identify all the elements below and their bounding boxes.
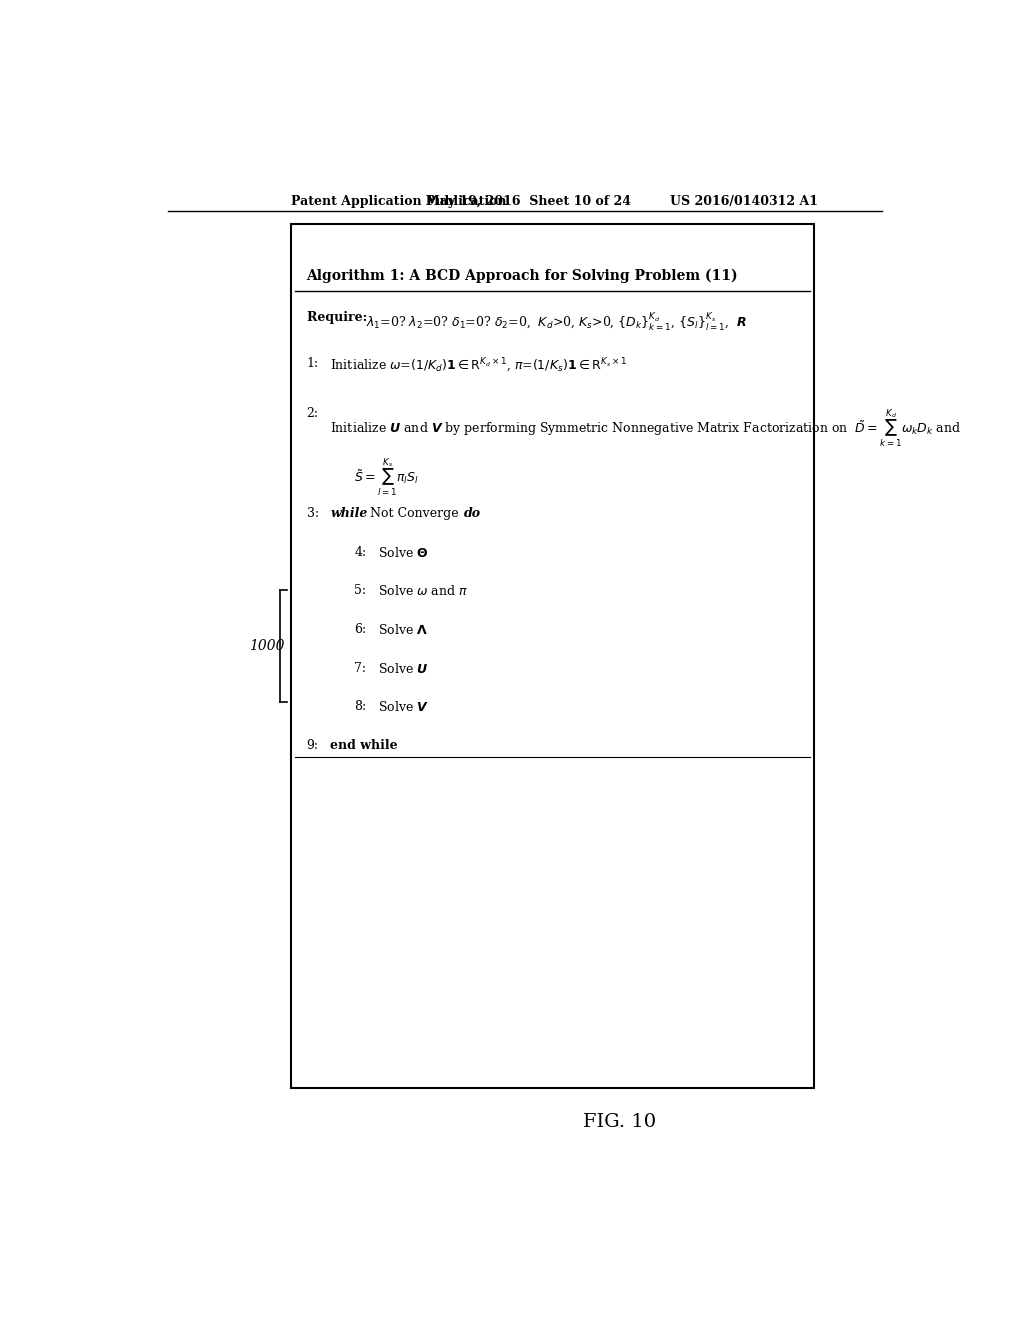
Text: 2:: 2:: [306, 408, 318, 420]
Text: 8:: 8:: [354, 700, 367, 713]
Bar: [291, 224, 814, 1089]
Text: US 2016/0140312 A1: US 2016/0140312 A1: [671, 194, 818, 207]
Text: 5:: 5:: [354, 585, 367, 597]
Text: $\tilde{S}=\sum_{l=1}^{K_s}\pi_l S_l$: $\tilde{S}=\sum_{l=1}^{K_s}\pi_l S_l$: [354, 457, 419, 498]
Text: $\lambda_1$=0? $\lambda_2$=0? $\delta_1$=0? $\delta_2$=0,  $K_d$>0, $K_s$>0, $\{: $\lambda_1$=0? $\lambda_2$=0? $\delta_1$…: [367, 312, 748, 333]
Text: 3:: 3:: [306, 507, 318, 520]
Text: Solve $\boldsymbol{\Theta}$: Solve $\boldsymbol{\Theta}$: [378, 545, 428, 560]
Text: Algorithm 1: A BCD Approach for Solving Problem (11): Algorithm 1: A BCD Approach for Solving …: [306, 268, 738, 282]
Text: May 19, 2016  Sheet 10 of 24: May 19, 2016 Sheet 10 of 24: [426, 194, 631, 207]
Text: Solve $\boldsymbol{V}$: Solve $\boldsymbol{V}$: [378, 700, 429, 714]
Text: Not Converge: Not Converge: [370, 507, 459, 520]
Text: end while: end while: [331, 739, 398, 752]
Text: Solve $\boldsymbol{\Lambda}$: Solve $\boldsymbol{\Lambda}$: [378, 623, 428, 636]
Text: Solve $\boldsymbol{U}$: Solve $\boldsymbol{U}$: [378, 661, 428, 676]
Text: 7:: 7:: [354, 661, 367, 675]
Text: 4:: 4:: [354, 545, 367, 558]
Text: 1000: 1000: [249, 639, 285, 653]
Text: FIG. 10: FIG. 10: [584, 1113, 656, 1131]
Text: Require:: Require:: [306, 312, 371, 323]
Text: Solve $\omega$ and $\pi$: Solve $\omega$ and $\pi$: [378, 585, 468, 598]
Text: 9:: 9:: [306, 739, 318, 752]
Text: while: while: [331, 507, 368, 520]
Text: 1:: 1:: [306, 356, 318, 370]
Text: do: do: [464, 507, 481, 520]
Text: Initialize $\omega$=$(1/K_d)\mathbf{1}\in\mathrm{R}^{K_d\times1}$, $\pi$=$(1/K_s: Initialize $\omega$=$(1/K_d)\mathbf{1}\i…: [331, 356, 628, 375]
Text: 6:: 6:: [354, 623, 367, 636]
Text: Patent Application Publication: Patent Application Publication: [291, 194, 506, 207]
Text: Initialize $\boldsymbol{U}$ and $\boldsymbol{V}$ by performing Symmetric Nonnega: Initialize $\boldsymbol{U}$ and $\boldsy…: [331, 408, 962, 449]
